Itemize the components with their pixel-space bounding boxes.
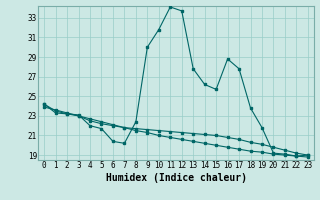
X-axis label: Humidex (Indice chaleur): Humidex (Indice chaleur)	[106, 173, 246, 183]
